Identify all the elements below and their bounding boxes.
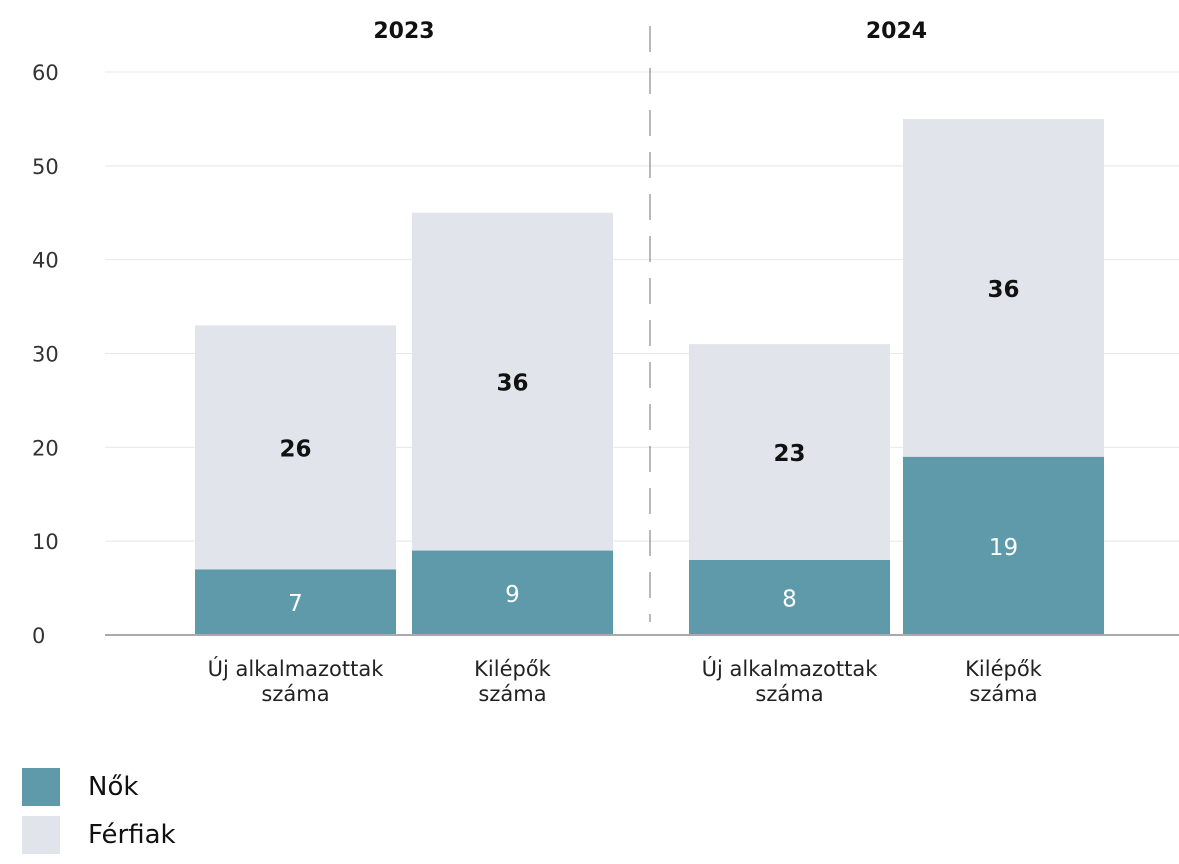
bar-segment <box>689 344 890 560</box>
category-label: száma <box>478 682 546 706</box>
data-label: 9 <box>505 582 520 608</box>
data-label: 36 <box>987 277 1019 303</box>
data-label: 26 <box>279 436 311 462</box>
legend-label-women: Nők <box>88 772 139 802</box>
category-label: száma <box>261 682 329 706</box>
data-label: 19 <box>989 535 1018 561</box>
bar-segment <box>195 569 396 635</box>
y-tick-label: 30 <box>32 343 59 367</box>
category-label: Kilépők <box>474 657 552 681</box>
category-label: Új alkalmazottak <box>208 656 385 681</box>
category-label: száma <box>969 682 1037 706</box>
y-tick-label: 40 <box>32 249 59 273</box>
bar-segment <box>412 550 613 635</box>
y-tick-label: 60 <box>32 61 59 85</box>
data-label: 8 <box>782 586 797 612</box>
category-label: Új alkalmazottak <box>702 656 879 681</box>
bar-segment <box>412 212 613 551</box>
bar-segment <box>903 456 1104 635</box>
data-label: 23 <box>773 441 805 467</box>
legend: Nők Férfiak <box>22 768 176 864</box>
group-title: 2023 <box>373 19 434 44</box>
bar-segment <box>903 118 1104 457</box>
legend-label-men: Férfiak <box>88 820 176 850</box>
y-tick-label: 50 <box>32 155 59 179</box>
legend-swatch-women <box>22 768 60 806</box>
data-label: 36 <box>496 371 528 397</box>
category-label: száma <box>755 682 823 706</box>
legend-swatch-men <box>22 816 60 854</box>
y-tick-label: 20 <box>32 436 59 460</box>
data-label: 7 <box>288 591 303 617</box>
category-label: Kilépők <box>965 657 1043 681</box>
legend-item-women: Nők <box>22 768 176 806</box>
y-tick-label: 10 <box>32 530 59 554</box>
bar-segment <box>689 559 890 635</box>
y-tick-label: 0 <box>32 624 45 648</box>
legend-item-men: Férfiak <box>22 816 176 854</box>
group-title: 2024 <box>866 19 927 44</box>
bar-segment <box>195 325 396 570</box>
